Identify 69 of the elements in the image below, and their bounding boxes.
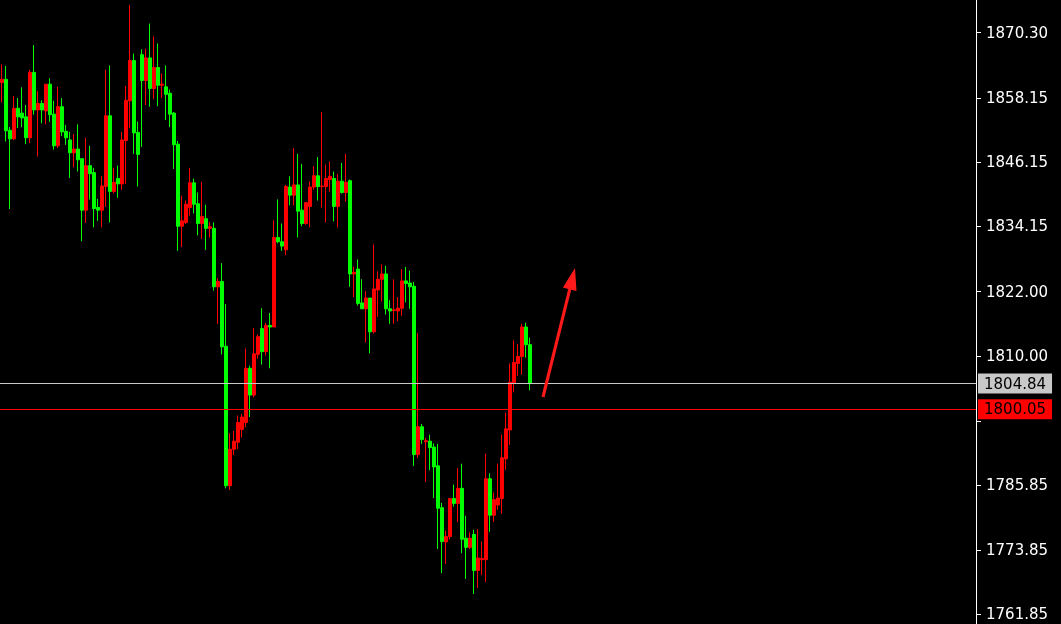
y-tick-label: 1822.00	[986, 282, 1049, 301]
candlestick	[272, 219, 276, 328]
candlestick	[208, 221, 212, 238]
candlestick	[248, 365, 252, 418]
y-tick-label: 1773.85	[986, 540, 1049, 559]
candlestick	[340, 162, 344, 195]
candlestick	[424, 437, 428, 483]
candlestick	[336, 173, 340, 228]
candlestick	[72, 133, 76, 168]
candlestick	[40, 99, 44, 124]
candlestick	[84, 137, 88, 224]
candlestick	[44, 83, 48, 125]
candlestick	[296, 153, 300, 238]
y-tick-label: 1834.15	[986, 217, 1049, 236]
candlestick	[252, 327, 256, 398]
candlestick	[212, 221, 216, 292]
candlestick	[152, 35, 156, 100]
candlestick	[160, 72, 164, 99]
candlestick	[144, 48, 148, 106]
candlestick	[452, 484, 456, 508]
candlestick	[468, 531, 472, 550]
ref-line-label: 1800.05	[984, 400, 1047, 419]
candlestick	[12, 95, 16, 141]
y-tick-label: 1870.30	[986, 23, 1049, 42]
candlestick	[200, 181, 204, 240]
candlestick	[364, 290, 368, 344]
candlestick	[420, 423, 424, 445]
candlestick	[292, 147, 296, 206]
candlestick	[32, 44, 36, 116]
candlestick	[36, 90, 40, 158]
candlestick	[400, 268, 404, 317]
candlestick	[148, 23, 152, 108]
ref-line-label: 1804.84	[984, 374, 1047, 393]
y-tick-label: 1846.15	[986, 153, 1049, 172]
candlestick	[156, 42, 160, 107]
candlestick	[56, 86, 60, 149]
candlestick	[368, 297, 372, 354]
y-tick-label: 1858.15	[986, 88, 1049, 107]
candlestick	[520, 323, 524, 376]
y-tick-label: 1810.00	[986, 346, 1049, 365]
candlestick	[356, 258, 360, 307]
candlestick	[284, 184, 288, 256]
candlestick	[268, 312, 272, 369]
candlestick	[28, 69, 32, 144]
candlestick	[352, 265, 356, 298]
candlestick	[264, 322, 268, 356]
candlestick	[0, 63, 4, 103]
candlestick	[488, 472, 492, 533]
candlestick	[228, 432, 232, 491]
candlestick	[180, 195, 184, 248]
candlestick	[288, 175, 292, 206]
candlestick	[344, 153, 348, 203]
candlestick	[372, 243, 376, 334]
candlestick	[112, 167, 116, 195]
candlestick	[348, 179, 352, 288]
y-tick-label: 1761.85	[986, 605, 1049, 624]
candlestick	[332, 171, 336, 222]
candlestick	[316, 156, 320, 201]
y-tick-label: 1785.85	[986, 476, 1049, 495]
candlestick	[260, 307, 264, 366]
candlestick	[484, 453, 488, 583]
candlestick	[472, 529, 476, 595]
candlestick	[216, 277, 220, 325]
candlestick	[204, 204, 208, 251]
candlestick	[392, 278, 396, 325]
candlestick	[116, 165, 120, 199]
candlestick	[456, 467, 460, 523]
candlestick	[476, 528, 480, 589]
candlestick	[108, 64, 112, 223]
